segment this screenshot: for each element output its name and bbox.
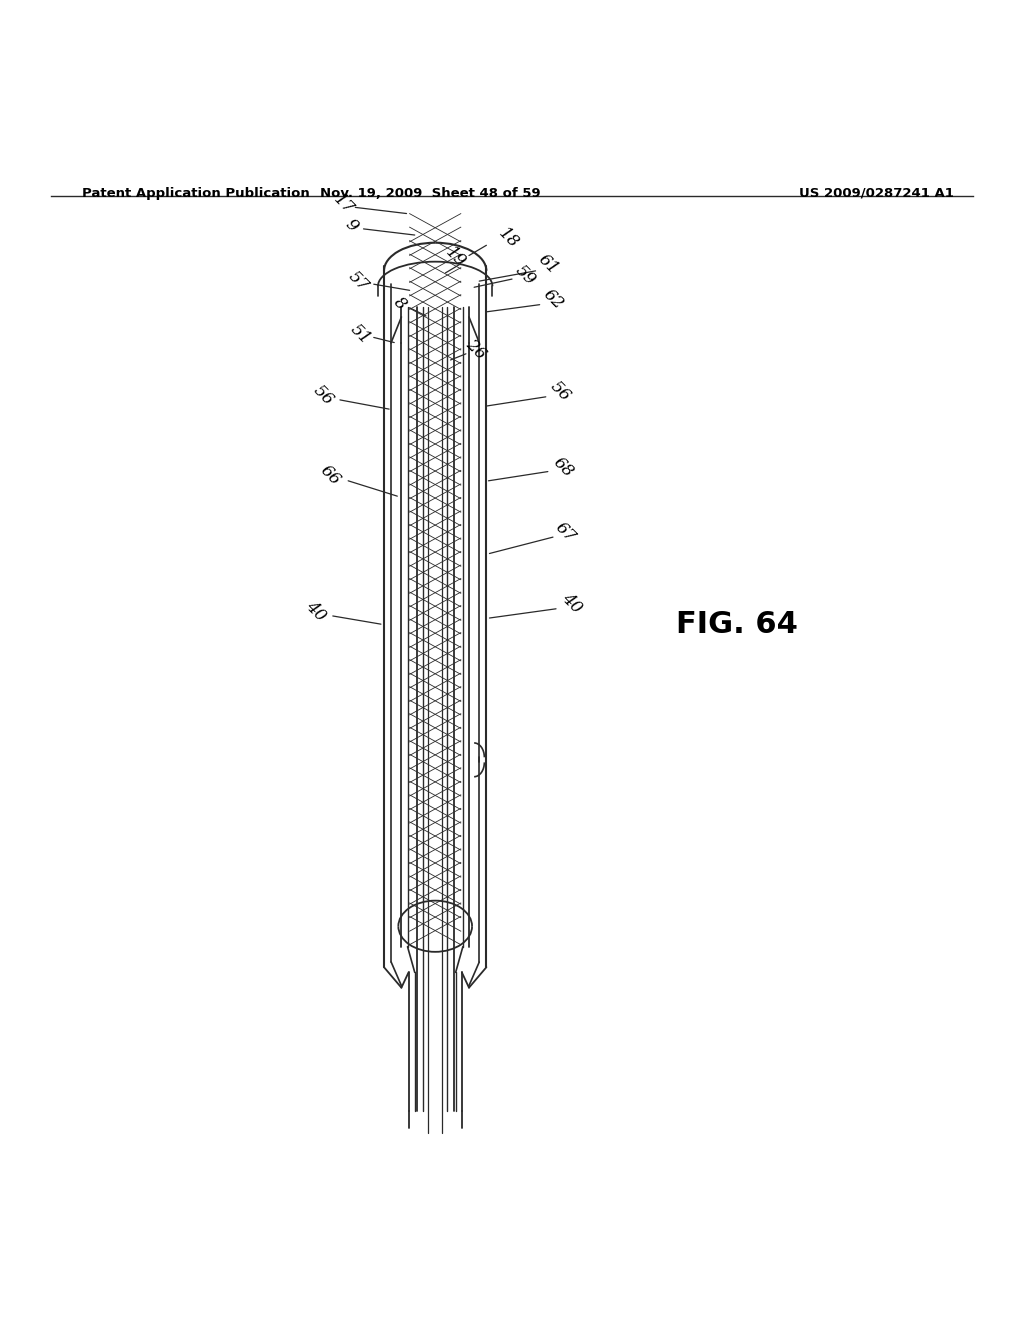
Text: Nov. 19, 2009  Sheet 48 of 59: Nov. 19, 2009 Sheet 48 of 59 (319, 187, 541, 199)
Text: FIG. 64: FIG. 64 (676, 610, 799, 639)
Text: 66: 66 (316, 462, 343, 490)
Text: 67: 67 (552, 519, 579, 545)
Text: 19: 19 (442, 244, 469, 271)
Text: 17: 17 (330, 191, 356, 218)
Text: 40: 40 (558, 590, 585, 618)
Text: 56: 56 (547, 379, 573, 405)
Text: 40: 40 (302, 598, 329, 624)
Text: 9: 9 (341, 216, 361, 235)
Text: 56: 56 (310, 383, 337, 409)
Text: 26: 26 (463, 337, 489, 363)
Text: 59: 59 (512, 261, 539, 289)
Text: 18: 18 (496, 224, 522, 252)
Text: 62: 62 (540, 286, 566, 313)
Text: 61: 61 (535, 251, 561, 279)
Text: 57: 57 (345, 268, 372, 294)
Text: 51: 51 (347, 321, 374, 348)
Text: Patent Application Publication: Patent Application Publication (82, 187, 309, 199)
Text: US 2009/0287241 A1: US 2009/0287241 A1 (799, 187, 953, 199)
Text: 8: 8 (389, 294, 410, 313)
Text: 68: 68 (550, 454, 577, 480)
